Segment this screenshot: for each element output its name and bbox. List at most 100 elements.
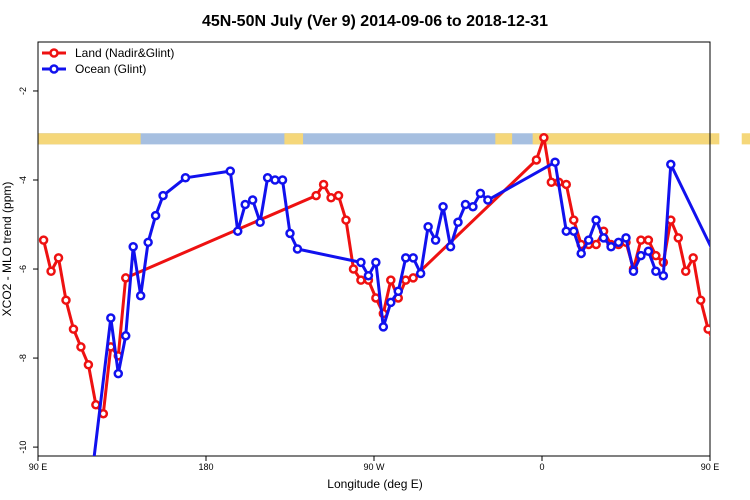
series-0-point-15 [333,190,344,201]
series-1-point-38 [550,157,560,167]
series-layer [38,132,710,456]
legend-label-ocean: Ocean (Glint) [75,62,146,76]
series-1-point-14 [255,217,265,228]
map-strip-land-3 [532,133,720,145]
series-1-point-26 [400,253,411,263]
series-0-point-27 [539,132,549,143]
series-1-point-39 [561,226,572,236]
series-1-point-30 [430,235,441,245]
series-0-point-31 [568,215,579,225]
series-1-point-9 [180,173,191,183]
series-0-point-2 [53,253,64,263]
series-1-point-7 [150,210,161,221]
series-0-point-24 [400,275,411,285]
series-0-point-14 [326,193,336,203]
series-1-point-18 [285,228,295,239]
map-strip [38,133,750,145]
series-0-point-25 [408,273,418,283]
series-0-point-4 [68,324,79,334]
x-axis: 90 E 180 90 W 0 90 E [29,456,720,472]
series-1 [92,157,710,456]
series-1-point-50 [643,246,654,256]
y-tick-label-0: -2 [18,87,28,95]
series-1-point-51 [651,266,661,277]
series-1-point-13 [247,195,258,205]
series-0-point-13 [318,179,329,190]
series-0-point-12 [311,190,321,201]
series-1-point-44 [598,233,609,243]
series-1-point-11 [232,226,243,236]
series-1-point-45 [606,242,616,252]
series-0-point-22 [386,275,396,285]
series-1-point-28 [415,268,426,279]
series-1-point-10 [225,166,236,176]
y-tick-label-4: -10 [18,441,28,454]
series-1-point-34 [460,199,471,210]
legend-label-land: Land (Nadir&Glint) [75,46,174,60]
chart-title: 45N-50N July (Ver 9) 2014-09-06 to 2018-… [202,13,548,30]
series-1-point-25 [393,286,404,297]
y-tick-label-2: -6 [18,265,28,273]
series-1-point-4 [128,242,138,252]
series-0-point-28 [546,177,557,187]
series-1-point-23 [378,322,389,332]
x-tick-label-4: 90 E [701,462,720,472]
series-1-point-32 [445,242,456,252]
series-0-point-26 [531,155,542,165]
series-0-point-1 [46,266,56,277]
series-1-point-41 [576,248,586,259]
series-0-point-6 [83,359,94,370]
y-tick-label-1: -4 [18,176,28,184]
series-1-point-48 [628,266,639,277]
series-0-point-3 [61,295,71,305]
series-0-point-41 [643,235,654,245]
series-1-point-19 [292,244,303,254]
series-1-point-12 [240,199,250,210]
series-1-point-43 [591,215,601,225]
series-1-point-5 [135,290,146,301]
y-axis: -2 -4 -6 -8 -10 [18,87,38,454]
y-tick-label-3: -8 [18,354,28,362]
series-0-point-48 [695,295,706,305]
series-0-point-42 [651,250,661,261]
legend-marker-land [49,48,59,58]
series-1-point-17 [277,175,288,185]
series-1-point-35 [468,201,478,212]
series-0-point-45 [673,233,684,243]
series-1-point-2 [113,368,124,379]
series-1-point-27 [408,253,418,263]
series-0-point-18 [356,275,366,285]
x-tick-label-1: 180 [198,462,213,472]
series-1-point-1 [106,313,116,323]
series-1-point-22 [371,257,381,268]
series-0-point-30 [561,179,572,190]
series-1-point-15 [262,173,273,183]
series-1-point-36 [475,188,486,199]
series-0-point-11 [120,273,131,283]
series-1-point-16 [270,175,280,185]
x-tick-label-2: 90 W [363,462,385,472]
series-1-point-24 [386,297,396,308]
series-1-point-3 [120,331,131,341]
series-0-point-40 [636,235,646,245]
series-0-point-17 [348,264,359,274]
y-axis-label: XCO2 - MLO trend (ppm) [0,182,14,317]
series-1-point-31 [438,201,448,212]
series-1-point-20 [356,257,366,268]
series-1-point-42 [583,235,594,245]
series-0-point-49 [703,324,710,334]
legend: Land (Nadir&Glint) Ocean (Glint) [42,46,174,76]
series-0-point-7 [91,400,101,410]
series-1-point-21 [363,270,374,281]
series-1-point-29 [423,221,433,232]
series-1-point-8 [158,190,168,201]
series-0-point-16 [341,215,351,225]
series-0-point-47 [688,253,698,263]
series-0-point-34 [591,239,601,250]
series-1-point-40 [568,226,579,236]
series-0-point-46 [680,266,691,277]
series-1-point-33 [453,217,463,228]
map-strip-land-0 [38,133,141,145]
